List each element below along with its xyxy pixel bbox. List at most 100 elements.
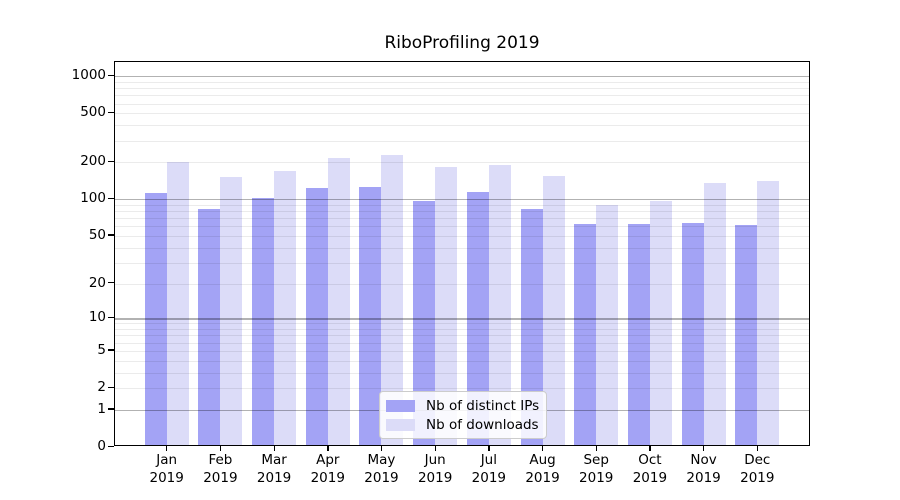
- gridline-minor: [115, 218, 809, 220]
- bar: [413, 200, 436, 445]
- x-tick-mark: [327, 446, 329, 451]
- x-tick-label: Jan 2019: [149, 452, 184, 486]
- x-tick-label: Nov 2019: [686, 452, 721, 486]
- x-tick-mark: [595, 446, 598, 451]
- y-tick-mark: [108, 316, 114, 319]
- x-tick-label: May 2019: [364, 452, 399, 486]
- bar: [466, 192, 489, 445]
- gridline-minor: [115, 88, 809, 89]
- bar: [649, 201, 672, 445]
- legend-label-downloads: Nb of downloads: [426, 416, 539, 433]
- x-tick-label: Apr 2019: [310, 452, 345, 486]
- x-tick-label: Feb 2019: [203, 452, 238, 486]
- x-tick-mark: [166, 446, 168, 451]
- gridline-minor: [115, 226, 809, 228]
- x-tick-mark: [703, 446, 705, 451]
- y-tick-mark: [108, 386, 114, 388]
- bar: [220, 177, 243, 445]
- x-tick-mark: [488, 446, 490, 451]
- gridline-minor: [115, 262, 809, 264]
- bar: [757, 180, 780, 445]
- gridline-minor: [115, 204, 809, 206]
- y-tick-label: 0: [97, 438, 106, 454]
- gridline-minor: [115, 113, 809, 115]
- gridline-minor: [115, 162, 809, 164]
- bar: [520, 209, 543, 445]
- x-tick-label: Oct 2019: [632, 452, 668, 486]
- bar: [166, 162, 189, 445]
- gridline-minor: [115, 95, 809, 97]
- bar: [681, 222, 704, 445]
- bar: [274, 170, 297, 445]
- gridline-minor: [115, 125, 809, 127]
- bar: [574, 224, 597, 445]
- gridline-minor: [115, 235, 809, 237]
- gridline-major: [115, 199, 809, 201]
- y-tick-mark: [108, 197, 114, 199]
- gridline-minor: [115, 247, 809, 249]
- gridline-minor: [115, 388, 809, 389]
- gridline-minor: [115, 81, 809, 83]
- y-tick-label: 10: [88, 309, 106, 326]
- x-tick-mark: [756, 446, 759, 451]
- y-tick-label: 1: [97, 400, 106, 417]
- bar: [735, 225, 758, 445]
- x-tick-label: Dec 2019: [740, 452, 775, 486]
- legend: Nb of distinct IPs Nb of downloads: [379, 391, 547, 439]
- bar: [435, 166, 458, 445]
- gridline-minor: [115, 283, 809, 285]
- gridline-minor: [115, 103, 809, 105]
- bar: [381, 154, 404, 445]
- x-tick-label: Mar 2019: [256, 452, 292, 486]
- bar: [542, 176, 565, 445]
- x-tick-label: Sep 2019: [579, 452, 614, 486]
- legend-label-distinct-ips: Nb of distinct IPs: [426, 397, 540, 414]
- legend-swatch-downloads: [386, 418, 415, 431]
- bar: [703, 183, 726, 445]
- gridline-minor: [115, 140, 809, 142]
- x-tick-label: Jul 2019: [471, 452, 507, 486]
- y-tick-label: 20: [88, 274, 106, 291]
- gridline-major: [115, 318, 809, 320]
- y-tick-label: 200: [80, 153, 106, 170]
- gridline-minor: [115, 329, 809, 330]
- y-tick-label: 50: [88, 226, 106, 243]
- y-tick-label: 5: [97, 341, 106, 358]
- bar: [359, 186, 382, 445]
- gridline-minor: [115, 372, 809, 374]
- x-tick-mark: [649, 446, 651, 451]
- bar: [488, 165, 511, 445]
- y-tick-label: 2: [97, 379, 106, 396]
- gridline-minor: [115, 360, 809, 362]
- gridline-minor: [115, 350, 809, 352]
- x-tick-label: Jun 2019: [417, 452, 453, 486]
- y-tick-mark: [108, 160, 114, 163]
- bar: [305, 188, 328, 445]
- gridline-minor: [115, 211, 809, 213]
- gridline-minor: [115, 323, 809, 325]
- gridline-minor: [115, 335, 809, 337]
- legend-swatch-distinct-ips: [386, 399, 415, 412]
- bar: [327, 157, 350, 445]
- y-tick-mark: [108, 349, 114, 351]
- bar: [627, 224, 650, 445]
- y-tick-mark: [108, 282, 114, 284]
- y-tick-mark: [108, 234, 114, 236]
- y-tick-mark: [108, 408, 114, 410]
- y-tick-mark: [108, 74, 114, 76]
- plot-area: [114, 61, 810, 446]
- chart-title: RiboProfiling 2019: [384, 33, 540, 53]
- bar: [144, 193, 167, 445]
- x-tick-mark: [542, 446, 544, 451]
- x-tick-mark: [219, 446, 222, 451]
- x-tick-mark: [273, 446, 275, 451]
- legend-row-distinct-ips: Nb of distinct IPs: [386, 396, 540, 415]
- bar: [198, 209, 221, 445]
- legend-row-downloads: Nb of downloads: [386, 415, 540, 434]
- y-tick-label: 1000: [71, 67, 106, 84]
- x-tick-mark: [434, 446, 436, 451]
- x-tick-label: Aug 2019: [525, 452, 560, 486]
- bar: [596, 204, 619, 445]
- bar: [252, 198, 275, 445]
